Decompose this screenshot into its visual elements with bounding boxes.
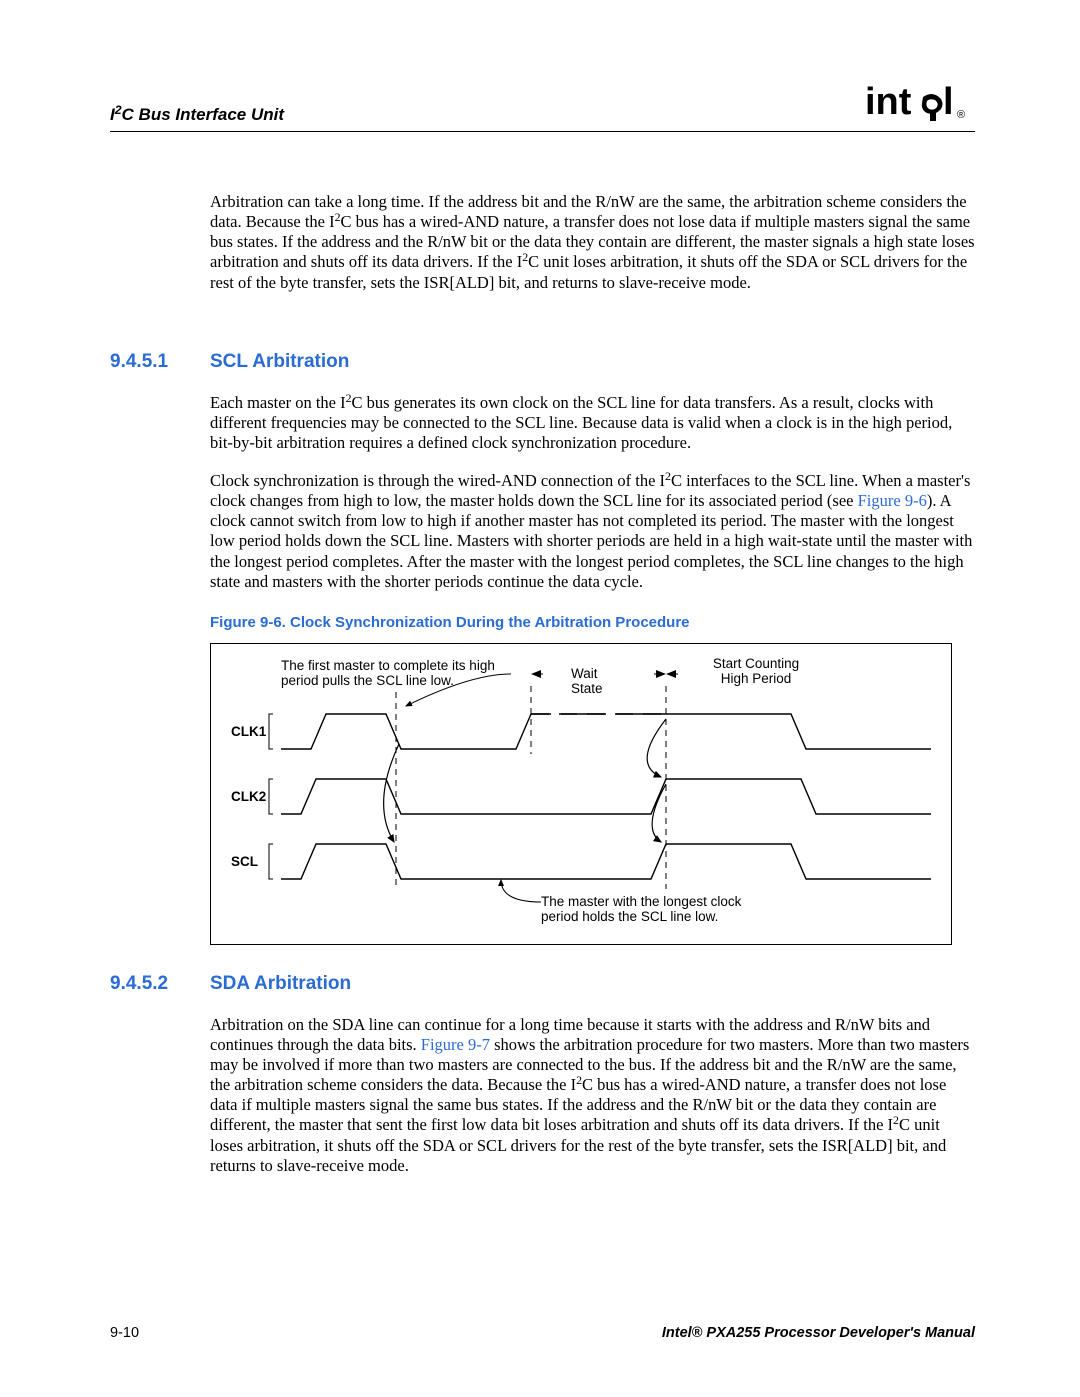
intel-logo: int l ® <box>865 82 975 127</box>
figure-caption: Figure 9-6. Clock Synchronization During… <box>210 614 975 631</box>
section-heading-scl: 9.4.5.1 SCL Arbitration <box>110 351 975 373</box>
figure-svg <box>211 644 951 944</box>
section-heading-sda: 9.4.5.2 SDA Arbitration <box>110 973 975 995</box>
section-title: SCL Arbitration <box>210 351 349 373</box>
section-number: 9.4.5.1 <box>110 351 210 373</box>
scl-para-1: Each master on the I2C bus generates its… <box>210 393 975 453</box>
section-number: 9.4.5.2 <box>110 973 210 995</box>
page-footer: 9-10 Intel® PXA255 Processor Developer's… <box>110 1325 975 1341</box>
manual-title: Intel® PXA255 Processor Developer's Manu… <box>662 1325 975 1341</box>
page-number: 9-10 <box>110 1325 139 1341</box>
figure-9-6: The first master to complete its high pe… <box>210 643 952 945</box>
header-title: I2C Bus Interface Unit <box>110 105 284 125</box>
svg-text:®: ® <box>957 109 965 121</box>
sda-para-1: Arbitration on the SDA line can continue… <box>210 1015 975 1176</box>
section-title: SDA Arbitration <box>210 973 351 995</box>
section-body-sda: Arbitration on the SDA line can continue… <box>210 1015 975 1176</box>
svg-text:int: int <box>865 82 912 122</box>
svg-text:l: l <box>943 82 954 122</box>
page-header: I2C Bus Interface Unit int l ® <box>110 82 975 132</box>
section-body-scl: Each master on the I2C bus generates its… <box>210 393 975 592</box>
scl-para-2: Clock synchronization is through the wir… <box>210 471 975 592</box>
intro-paragraph: Arbitration can take a long time. If the… <box>210 192 975 293</box>
page: I2C Bus Interface Unit int l ® Arbitrati… <box>0 0 1080 1397</box>
intro-block: Arbitration can take a long time. If the… <box>210 192 975 293</box>
